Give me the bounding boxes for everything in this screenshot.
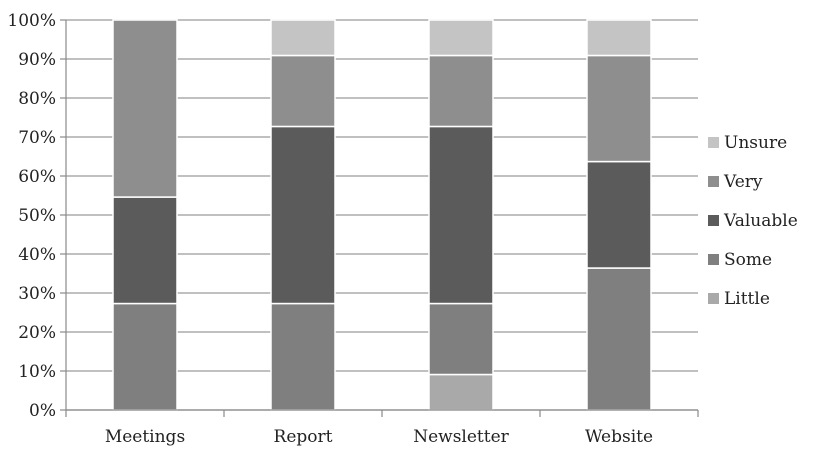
y-tick-label: 60% <box>18 167 56 187</box>
y-tick-label: 70% <box>18 128 56 148</box>
x-category-label: Report <box>274 427 333 447</box>
y-tick-label: 20% <box>18 323 56 343</box>
x-category-label: Meetings <box>105 427 185 447</box>
bar-segment-valuable-newsletter <box>428 125 494 305</box>
bar-segment-some-newsletter <box>428 302 494 376</box>
y-tick-label: 10% <box>18 362 56 382</box>
y-tick-label: 100% <box>7 11 56 31</box>
y-tick-label: 90% <box>18 50 56 70</box>
bar-segment-very-website <box>586 54 652 163</box>
bar-segment-some-report <box>270 302 336 411</box>
y-tick-label: 0% <box>29 401 56 421</box>
bar-segment-some-website <box>586 267 652 411</box>
bar-segment-unsure-report <box>270 19 336 57</box>
bar-segment-unsure-newsletter <box>428 19 494 57</box>
bar-segment-valuable-report <box>270 125 336 305</box>
legend-swatch-very <box>708 176 719 187</box>
bar-segment-very-report <box>270 54 336 128</box>
y-tick-label: 50% <box>18 206 56 226</box>
y-tick-label: 40% <box>18 245 56 265</box>
legend-label: Little <box>724 289 770 309</box>
legend-label: Unsure <box>724 133 787 153</box>
legend: Unsure Very Valuable Some Little <box>708 133 798 309</box>
bar-segment-very-meetings <box>112 19 178 198</box>
y-axis-tick-labels: 0% 10% 20% 30% 40% 50% 60% 70% 80% 90% 100% <box>7 11 56 421</box>
y-tick-label: 30% <box>18 284 56 304</box>
bar-segment-unsure-website <box>586 19 652 57</box>
legend-swatch-valuable <box>708 215 719 226</box>
axes <box>60 19 699 417</box>
bar-segment-little-newsletter <box>428 373 494 411</box>
bar-stacks <box>112 19 652 411</box>
x-category-label: Newsletter <box>413 427 509 447</box>
legend-swatch-some <box>708 254 719 265</box>
x-category-label: Website <box>585 427 653 447</box>
bar-segment-some-meetings <box>112 302 178 411</box>
legend-label: Valuable <box>723 211 798 231</box>
legend-label: Some <box>724 250 772 270</box>
legend-swatch-little <box>708 293 719 304</box>
legend-label: Very <box>723 172 763 192</box>
y-tick-label: 80% <box>18 89 56 109</box>
legend-swatch-unsure <box>708 137 719 148</box>
bar-segment-valuable-meetings <box>112 196 178 305</box>
x-axis-category-labels: Meetings Report Newsletter Website <box>105 427 653 447</box>
bar-segment-valuable-website <box>586 160 652 269</box>
bar-segment-very-newsletter <box>428 54 494 128</box>
